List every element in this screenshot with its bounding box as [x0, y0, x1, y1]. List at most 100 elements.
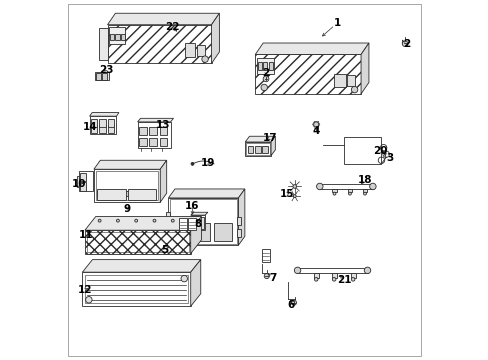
Text: 12: 12: [78, 285, 92, 296]
Text: 20: 20: [372, 145, 386, 156]
Circle shape: [369, 183, 375, 190]
Bar: [197, 45, 204, 55]
Text: 19: 19: [200, 158, 215, 168]
Circle shape: [332, 278, 335, 281]
Polygon shape: [190, 217, 201, 253]
Circle shape: [181, 275, 187, 282]
Bar: [115, 34, 120, 40]
Polygon shape: [82, 272, 190, 306]
Circle shape: [263, 76, 268, 82]
Polygon shape: [94, 169, 160, 202]
Bar: [263, 62, 267, 69]
Bar: [192, 223, 210, 241]
Bar: [159, 138, 167, 145]
Bar: [179, 218, 187, 230]
Circle shape: [293, 195, 296, 198]
Bar: [319, 184, 372, 189]
Circle shape: [351, 86, 357, 93]
Text: 4: 4: [312, 126, 319, 135]
Polygon shape: [160, 160, 166, 202]
Bar: [85, 275, 187, 303]
Polygon shape: [107, 25, 211, 63]
Bar: [97, 189, 126, 200]
Bar: [190, 215, 204, 230]
Bar: [331, 273, 336, 278]
Text: 2: 2: [402, 39, 409, 49]
Bar: [247, 146, 253, 153]
Circle shape: [363, 192, 366, 195]
Polygon shape: [244, 142, 270, 156]
Bar: [362, 189, 366, 192]
Bar: [91, 119, 97, 127]
Circle shape: [402, 41, 407, 46]
Bar: [332, 189, 336, 192]
Polygon shape: [244, 136, 275, 142]
Polygon shape: [211, 13, 219, 63]
Circle shape: [171, 219, 174, 222]
Polygon shape: [82, 260, 201, 272]
Bar: [297, 267, 367, 273]
Bar: [137, 122, 170, 148]
Circle shape: [316, 183, 323, 190]
Bar: [86, 232, 188, 252]
Polygon shape: [77, 176, 79, 187]
Polygon shape: [168, 189, 244, 198]
Polygon shape: [85, 217, 201, 230]
Bar: [91, 125, 97, 133]
Circle shape: [189, 219, 192, 222]
Text: 22: 22: [164, 22, 179, 32]
Bar: [184, 43, 195, 57]
Circle shape: [98, 219, 101, 222]
Polygon shape: [238, 189, 244, 245]
Bar: [169, 199, 237, 244]
Bar: [107, 119, 114, 127]
Bar: [344, 137, 380, 164]
Polygon shape: [190, 212, 207, 215]
Circle shape: [264, 274, 269, 279]
Bar: [120, 191, 129, 196]
Text: 18: 18: [357, 175, 371, 185]
Bar: [109, 27, 125, 44]
Bar: [191, 223, 198, 229]
Bar: [187, 218, 195, 230]
Bar: [143, 191, 152, 196]
Circle shape: [332, 192, 335, 195]
Circle shape: [191, 162, 194, 165]
Circle shape: [314, 278, 317, 281]
Polygon shape: [137, 118, 173, 122]
Text: 14: 14: [83, 122, 98, 132]
Bar: [139, 138, 147, 145]
Bar: [166, 212, 169, 220]
Bar: [96, 171, 158, 201]
Bar: [246, 143, 269, 155]
Bar: [257, 62, 262, 69]
Polygon shape: [255, 43, 368, 54]
Bar: [261, 249, 269, 262]
Bar: [191, 216, 198, 222]
Polygon shape: [94, 160, 166, 169]
Polygon shape: [107, 13, 219, 25]
Bar: [80, 182, 86, 191]
Bar: [333, 74, 345, 87]
Text: 13: 13: [155, 121, 170, 130]
Bar: [96, 73, 101, 80]
Bar: [268, 62, 272, 69]
Circle shape: [313, 122, 318, 127]
Text: 9: 9: [123, 204, 130, 215]
Text: 15: 15: [279, 189, 293, 199]
Text: 11: 11: [78, 230, 93, 239]
Bar: [257, 58, 274, 74]
Polygon shape: [85, 230, 190, 253]
Bar: [255, 146, 260, 153]
Circle shape: [294, 267, 300, 274]
Text: 10: 10: [71, 179, 86, 189]
Circle shape: [85, 297, 92, 303]
Polygon shape: [89, 113, 119, 116]
Circle shape: [364, 267, 370, 274]
Polygon shape: [168, 198, 238, 245]
Bar: [139, 127, 147, 135]
Bar: [149, 127, 157, 135]
Bar: [99, 125, 105, 133]
Bar: [350, 273, 355, 278]
Text: 1: 1: [333, 18, 341, 28]
